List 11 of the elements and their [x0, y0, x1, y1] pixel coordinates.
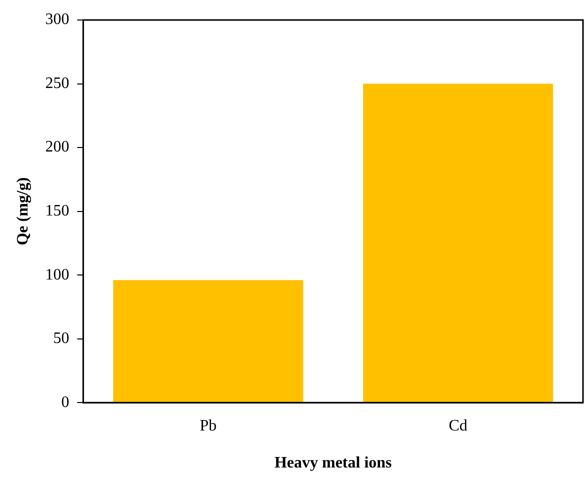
y-tick-label: 300 — [45, 11, 70, 28]
x-tick-label: Cd — [448, 417, 468, 434]
y-tick-label: 50 — [53, 330, 70, 348]
y-tick-label: 250 — [45, 74, 70, 92]
y-tick-label: 200 — [45, 138, 70, 156]
y-tick-label: 0 — [61, 394, 70, 411]
y-tick-label: 150 — [45, 202, 70, 220]
x-tick-label: Pb — [200, 417, 217, 434]
y-tick-label: 100 — [45, 266, 70, 284]
x-axis-title: Heavy metal ions — [274, 454, 392, 472]
y-axis-title: Qe (mg/g) — [14, 177, 32, 246]
